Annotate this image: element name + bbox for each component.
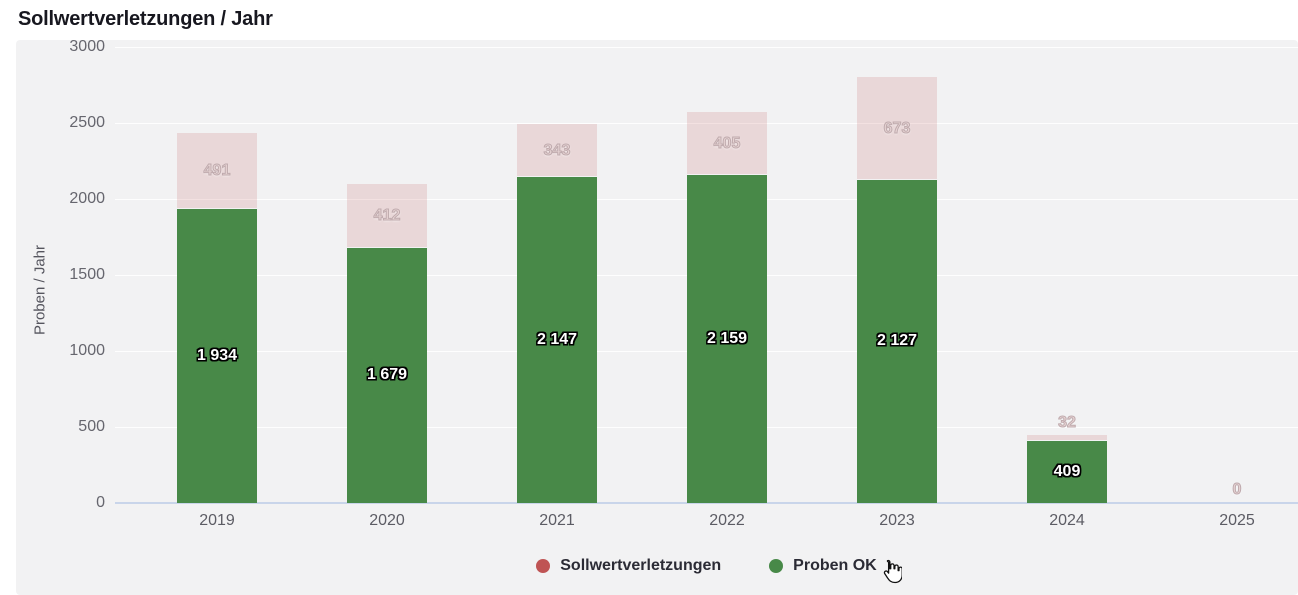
- bar-2022: 2 159 405: [642, 47, 812, 503]
- bar-2019: 1 934 491: [132, 47, 302, 503]
- bars-layer: 1 934 491 1 679 412 2 147 343 2 159 405 2 127 673…: [132, 47, 1298, 504]
- bar-segment-sollwertverletzungen[interactable]: [347, 184, 427, 247]
- y-tick-label: 1500: [69, 266, 105, 283]
- y-tick-label: 0: [96, 494, 105, 511]
- x-tick-label: 2025: [1219, 512, 1255, 529]
- y-tick-label: 2000: [69, 190, 105, 207]
- legend-dot-green-icon: [769, 559, 784, 573]
- x-axis-line: [115, 502, 1298, 504]
- bar-segment-proben-ok[interactable]: [177, 209, 257, 503]
- page-title: Sollwertverletzungen / Jahr: [18, 8, 273, 30]
- legend-label: Proben OK: [793, 557, 877, 574]
- bar-segment-sollwertverletzungen[interactable]: [177, 133, 257, 208]
- y-tick-label: 2500: [69, 114, 105, 131]
- bar-segment-proben-ok[interactable]: [347, 248, 427, 503]
- x-tick-label: 2023: [879, 512, 915, 529]
- x-tick-label: 2022: [709, 512, 745, 529]
- x-tick-label: 2024: [1049, 512, 1085, 529]
- y-axis-title: Proben / Jahr: [31, 244, 49, 336]
- bar-value-sollwertverletzungen: 32: [1058, 414, 1077, 432]
- bar-segment-proben-ok[interactable]: [687, 175, 767, 503]
- gridline: [115, 123, 1298, 124]
- legend: Sollwertverletzungen Proben OK: [115, 557, 1298, 575]
- hand-pointer-cursor-icon: [880, 559, 903, 584]
- bar-2020: 1 679 412: [302, 47, 472, 503]
- bar-2024: 409 32: [982, 47, 1152, 503]
- gridline: [115, 47, 1298, 48]
- bar-value-sollwertverletzungen: 0: [1232, 481, 1242, 499]
- bar-segment-proben-ok[interactable]: [1027, 441, 1107, 503]
- bar-segment-proben-ok[interactable]: [517, 177, 597, 503]
- legend-label: Sollwertverletzungen: [560, 557, 722, 574]
- x-tick-label: 2021: [539, 512, 575, 529]
- chart-panel: Proben / Jahr 0 500 1000 1500 2000 2500 3000 1…: [16, 40, 1298, 595]
- x-tick-label: 2020: [369, 512, 405, 529]
- bar-2025: 0: [1152, 47, 1298, 503]
- x-tick-label: 2019: [199, 512, 235, 529]
- bar-segment-sollwertverletzungen[interactable]: [1027, 435, 1107, 440]
- y-tick-label: 500: [78, 418, 105, 435]
- bar-2021: 2 147 343: [472, 47, 642, 503]
- legend-dot-red-icon: [536, 559, 551, 573]
- y-tick-label: 1000: [69, 342, 105, 359]
- bar-segment-sollwertverletzungen[interactable]: [517, 124, 597, 176]
- bar-segment-sollwertverletzungen[interactable]: [857, 77, 937, 179]
- x-axis-labels: 2019 2020 2021 2022 2023 2024 2025: [132, 512, 1298, 530]
- bar-2023: 2 127 673: [812, 47, 982, 503]
- legend-item-proben-ok[interactable]: Proben OK: [769, 557, 877, 575]
- bar-segment-sollwertverletzungen[interactable]: [687, 112, 767, 174]
- bar-segment-proben-ok[interactable]: [857, 180, 937, 503]
- y-tick-label: 3000: [69, 40, 105, 55]
- legend-item-sollwertverletzungen[interactable]: Sollwertverletzungen: [536, 557, 721, 575]
